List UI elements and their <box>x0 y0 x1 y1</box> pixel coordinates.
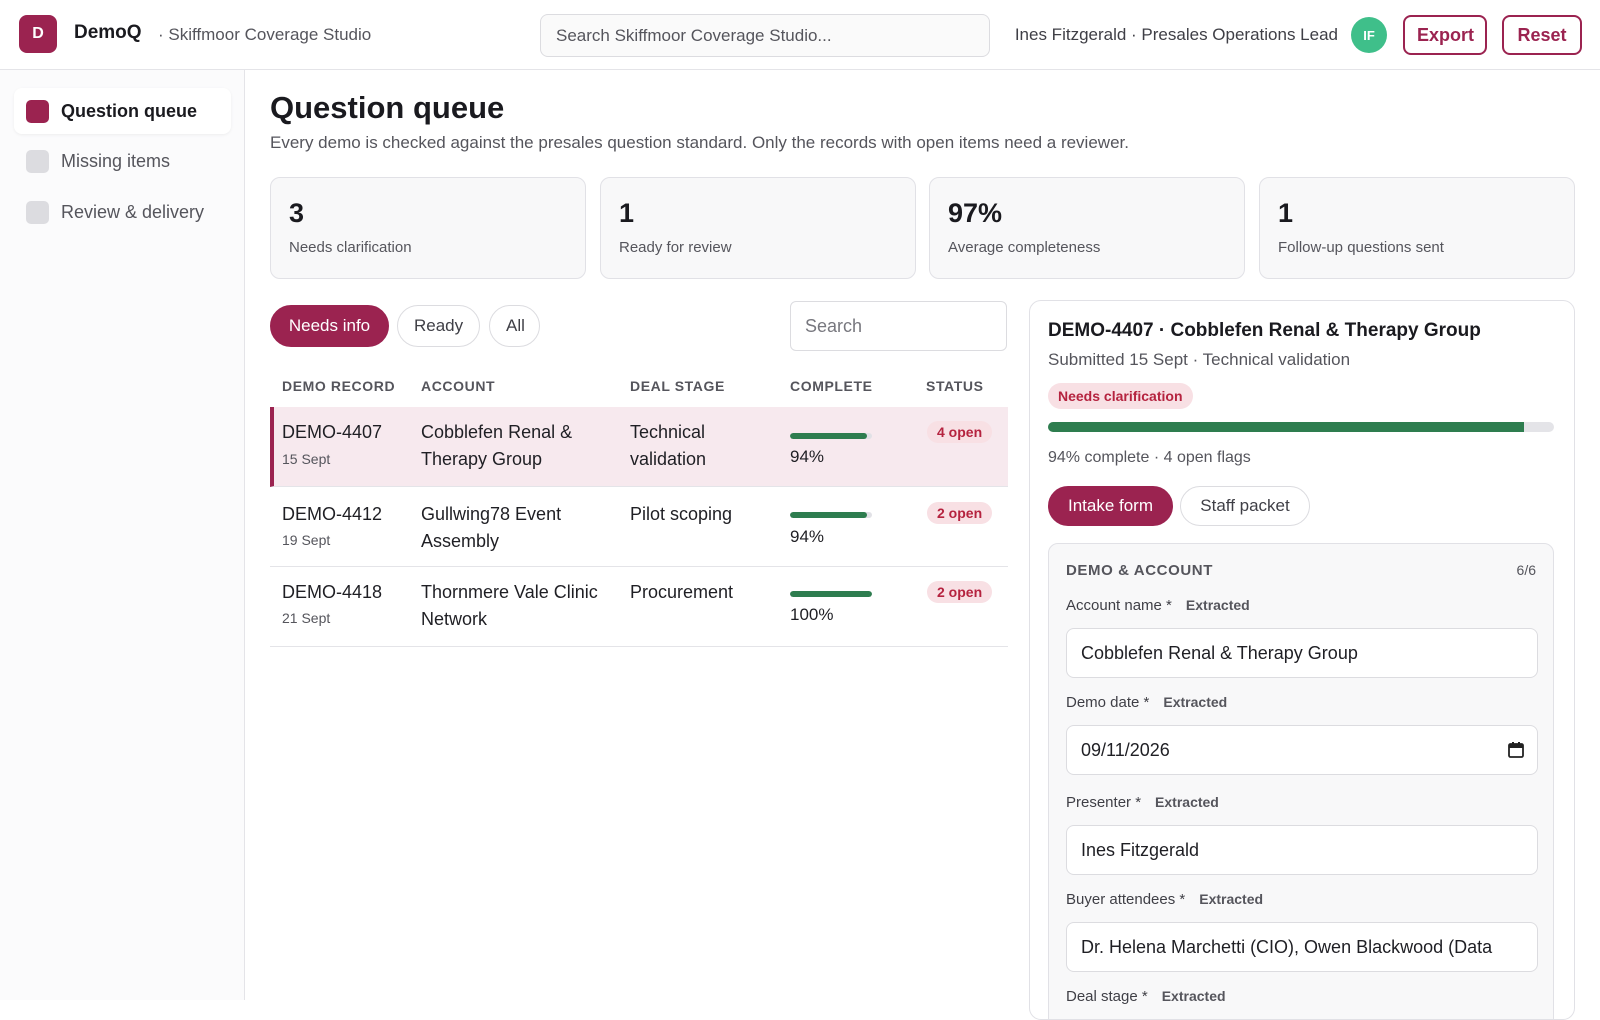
status-badge: 2 open <box>927 502 993 524</box>
stat-value: 1 <box>1278 198 1294 228</box>
app-logo: D <box>19 15 57 53</box>
stat-card-needs-clarification: 3 Needs clarification <box>270 177 586 279</box>
reset-button[interactable]: Reset <box>1502 15 1582 55</box>
tab-staff-packet[interactable]: Staff packet <box>1180 486 1310 526</box>
completion-percent: 94% <box>790 447 825 466</box>
completion-bar <box>790 512 872 518</box>
queue-search-input[interactable] <box>790 301 1007 351</box>
stat-label: Follow-up questions sent <box>1278 239 1444 256</box>
record-id: DEMO-4412 <box>282 504 383 524</box>
top-bar: D DemoQ · Skiffmoor Coverage Studio Ines… <box>0 0 1600 70</box>
stat-value: 97% <box>948 198 1003 228</box>
extracted-tag: Extracted <box>1185 597 1250 613</box>
page-subtitle: Every demo is checked against the presal… <box>270 133 1129 152</box>
status-badge: Needs clarification <box>1048 383 1193 409</box>
queue-icon <box>26 99 49 123</box>
table-row[interactable]: DEMO-4407 15 Sept Cobblefen Renal & Thera… <box>270 407 1008 487</box>
filter-needs-info[interactable]: Needs info <box>270 305 389 347</box>
sidebar-item-label: Review & delivery <box>61 201 205 222</box>
stat-label: Needs clarification <box>289 239 412 256</box>
completion-bar <box>790 591 872 597</box>
record-id: DEMO-4407 <box>282 422 383 442</box>
table-row[interactable]: DEMO-4418 21 Sept Thornmere Vale Clinic N… <box>270 567 1008 647</box>
status-badge: 2 open <box>927 581 993 603</box>
field-label: Presenter * Extracted <box>1066 794 1219 811</box>
status-badge: 4 open <box>927 421 993 443</box>
global-search-input[interactable] <box>540 14 990 57</box>
detail-title: DEMO-4407 · Cobblefen Renal & Therapy Gr… <box>1048 320 1481 341</box>
detail-panel: DEMO-4407 · Cobblefen Renal & Therapy Gr… <box>1029 300 1575 1020</box>
user-name: Ines Fitzgerald · Presales Operations Le… <box>1014 25 1338 44</box>
calendar-icon[interactable] <box>1507 741 1525 759</box>
field-label: Account name * Extracted <box>1066 597 1250 614</box>
deal-stage: Procurement <box>630 582 734 602</box>
extracted-tag: Extracted <box>1163 694 1228 710</box>
section-title: DEMO & ACCOUNT <box>1066 562 1214 579</box>
sidebar-item-label: Missing items <box>61 150 171 171</box>
presenter-field[interactable] <box>1066 825 1538 875</box>
column-header-stage: DEAL STAGE <box>630 378 725 394</box>
detail-progress-text: 94% complete · 4 open flags <box>1048 449 1251 466</box>
account-name-field[interactable] <box>1066 628 1538 678</box>
tab-intake-form[interactable]: Intake form <box>1048 486 1173 526</box>
column-header-status: STATUS <box>926 378 984 394</box>
detail-subtitle: Submitted 15 Sept · Technical validation <box>1048 350 1351 369</box>
sidebar-item-missing-items[interactable]: Missing items <box>14 138 231 184</box>
stat-card-average-completeness: 97% Average completeness <box>929 177 1245 279</box>
sidebar-item-question-queue[interactable]: Question queue <box>14 88 231 134</box>
sidebar: Question queue Missing items Review & de… <box>0 70 245 1000</box>
record-id: DEMO-4418 <box>282 582 383 602</box>
page-title: Question queue <box>270 90 505 125</box>
deal-stage: Technical validation <box>630 422 707 469</box>
stat-card-ready-for-review: 1 Ready for review <box>600 177 916 279</box>
review-icon <box>26 200 49 224</box>
completion-percent: 94% <box>790 527 825 546</box>
avatar[interactable]: IF <box>1351 17 1387 53</box>
column-header-record: DEMO RECORD <box>282 378 396 394</box>
account-name: Thornmere Vale Clinic Network <box>421 582 598 629</box>
completion-bar <box>790 433 872 439</box>
filter-ready[interactable]: Ready <box>397 305 480 347</box>
field-label: Buyer attendees * Extracted <box>1066 891 1264 908</box>
stat-label: Ready for review <box>619 239 732 256</box>
extracted-tag: Extracted <box>1155 794 1219 810</box>
workspace-name: · Skiffmoor Coverage Studio <box>158 25 372 44</box>
buyer-attendees-field[interactable] <box>1066 922 1538 972</box>
filter-all[interactable]: All <box>489 305 540 347</box>
stat-value: 3 <box>289 198 305 228</box>
extracted-tag: Extracted <box>1161 988 1226 1004</box>
record-date: 21 Sept <box>282 610 331 626</box>
record-date: 19 Sept <box>282 532 331 548</box>
export-button[interactable]: Export <box>1403 15 1487 55</box>
field-label: Deal stage * Extracted <box>1066 988 1226 1005</box>
missing-icon <box>26 149 49 173</box>
stat-card-follow-up-sent: 1 Follow-up questions sent <box>1259 177 1575 279</box>
section-count: 6/6 <box>1516 562 1536 578</box>
column-header-account: ACCOUNT <box>421 378 496 394</box>
stat-value: 1 <box>619 198 635 228</box>
demo-date-field[interactable] <box>1066 725 1538 775</box>
sidebar-item-review-delivery[interactable]: Review & delivery <box>14 189 231 235</box>
table-row[interactable]: DEMO-4412 19 Sept Gullwing78 Event Assemb… <box>270 487 1008 567</box>
section-demo-account: DEMO & ACCOUNT 6/6 Account name * Extract… <box>1048 543 1554 1019</box>
extracted-tag: Extracted <box>1199 891 1264 907</box>
completion-percent: 100% <box>790 605 834 624</box>
sidebar-item-label: Question queue <box>61 100 198 121</box>
app-name: DemoQ <box>74 22 142 43</box>
detail-progress-bar <box>1048 422 1554 432</box>
account-name: Gullwing78 Event Assembly <box>421 504 562 551</box>
field-label: Demo date * Extracted <box>1066 694 1228 711</box>
column-header-complete: COMPLETE <box>790 378 873 394</box>
deal-stage: Pilot scoping <box>630 504 733 524</box>
account-name: Cobblefen Renal & Therapy Group <box>421 422 573 469</box>
stat-label: Average completeness <box>948 239 1101 256</box>
record-date: 15 Sept <box>282 451 331 467</box>
